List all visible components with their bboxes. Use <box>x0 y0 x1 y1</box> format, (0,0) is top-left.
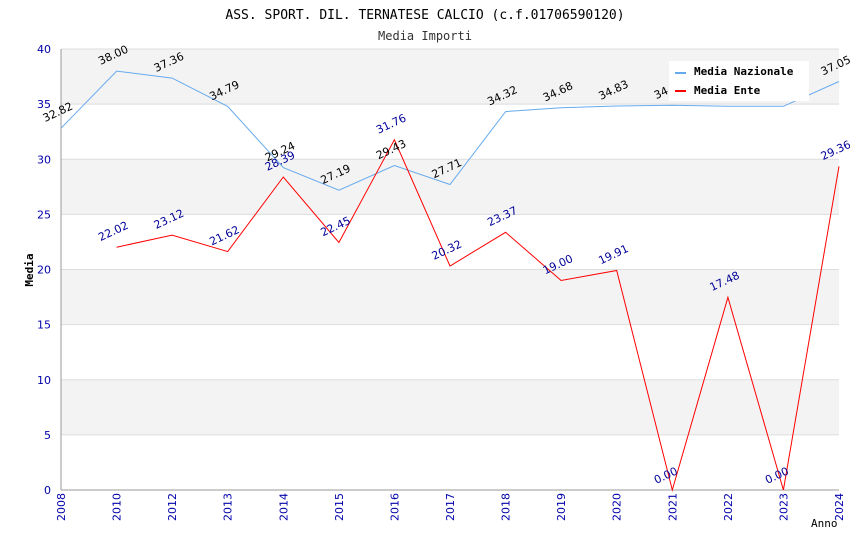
series-line-0 <box>60 70 840 191</box>
x-tick-label: 2010 <box>111 493 124 521</box>
chart-subtitle: Media Importi <box>378 29 472 43</box>
plot-band <box>61 379 839 435</box>
x-tick-label: 2016 <box>388 493 401 521</box>
plot-band <box>61 269 839 325</box>
x-tick-label: 2018 <box>500 493 513 521</box>
x-tick-label: 2014 <box>277 493 290 521</box>
x-axis-title: Anno <box>811 517 838 530</box>
legend-label-ente: Media Ente <box>694 84 761 97</box>
y-tick-label: 10 <box>37 374 51 387</box>
x-tick-label: 2022 <box>722 493 735 521</box>
chart-title: ASS. SPORT. DIL. TERNATESE CALCIO (c.f.0… <box>225 8 624 23</box>
x-tick-label: 2017 <box>444 493 457 521</box>
series-lines <box>60 70 840 492</box>
series-line-1 <box>116 138 840 492</box>
x-tick-label: 2013 <box>222 493 235 521</box>
plot-bands <box>61 49 839 490</box>
y-tick-label: 0 <box>44 484 51 497</box>
x-tick-label: 2019 <box>555 493 568 521</box>
y-tick-label: 20 <box>37 264 51 277</box>
x-tick-label: 2008 <box>55 493 68 521</box>
legend-box <box>669 61 809 101</box>
plot-band <box>61 159 839 215</box>
legend-label-nazionale: Media Nazionale <box>694 65 794 78</box>
x-tick-label: 2023 <box>777 493 790 521</box>
y-tick-label: 30 <box>37 153 51 166</box>
x-tick-label: 2020 <box>611 493 624 521</box>
data-label: 34 <box>652 84 670 102</box>
y-tick-label: 40 <box>37 43 51 56</box>
y-axis-title: Media <box>23 253 36 286</box>
plot-band <box>61 324 839 380</box>
x-tick-label: 2012 <box>166 493 179 521</box>
plot-band <box>61 434 839 490</box>
x-tick-label: 2024 <box>833 493 846 521</box>
x-tick-labels: 2008 2010 2012 2013 2014 2015 2016 2017 2018 2019… <box>55 493 846 521</box>
x-tick-label: 2015 <box>333 493 346 521</box>
y-tick-label: 25 <box>37 208 51 221</box>
y-tick-label: 35 <box>37 98 51 111</box>
y-tick-labels: 0 5 10 15 20 25 30 35 40 <box>37 43 51 497</box>
y-tick-label: 15 <box>37 319 51 332</box>
x-tick-label: 2021 <box>666 493 679 521</box>
plot-band <box>61 104 839 160</box>
plot-band <box>61 214 839 270</box>
legend: Media Nazionale Media Ente <box>669 61 809 101</box>
y-tick-label: 5 <box>44 429 51 442</box>
